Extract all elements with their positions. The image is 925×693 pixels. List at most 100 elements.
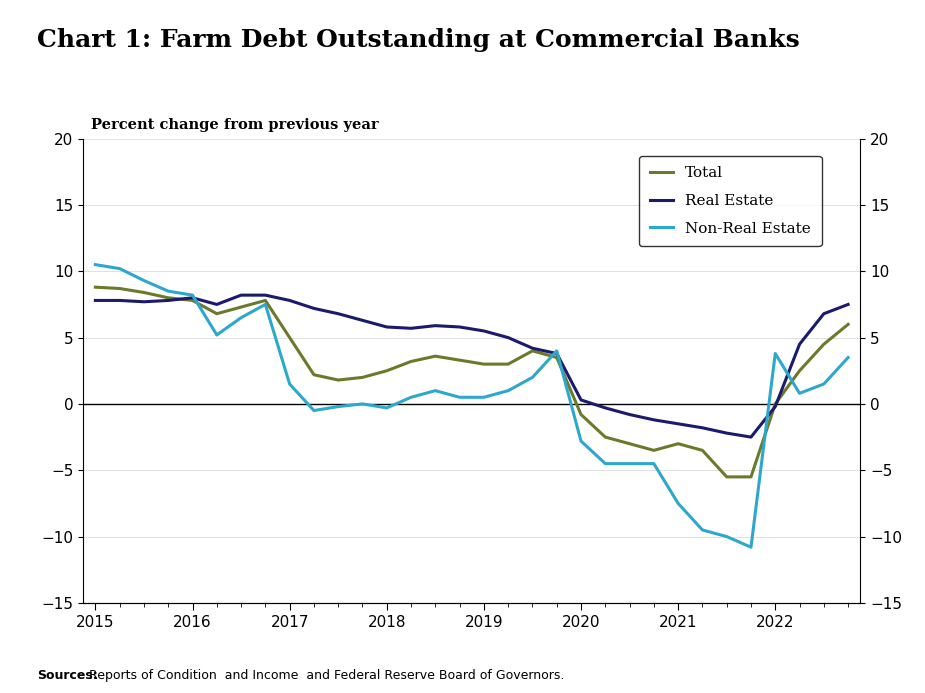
Non-Real Estate [551,346,562,355]
Total [697,446,708,455]
Non-Real Estate [260,300,271,308]
Non-Real Estate [357,400,368,408]
Real Estate [599,404,610,412]
Real Estate [114,297,125,305]
Non-Real Estate [454,393,465,401]
Real Estate [624,410,635,419]
Real Estate [746,433,757,441]
Total [430,352,441,360]
Total [794,367,805,375]
Total [357,374,368,382]
Non-Real Estate [624,459,635,468]
Non-Real Estate [308,406,319,414]
Total [527,346,538,355]
Real Estate [405,324,416,333]
Non-Real Estate [794,389,805,398]
Total [502,360,513,368]
Total [648,446,660,455]
Non-Real Estate [697,526,708,534]
Real Estate [139,297,150,306]
Non-Real Estate [819,380,830,388]
Total [624,439,635,448]
Real Estate [843,300,854,308]
Non-Real Estate [672,499,684,507]
Total [333,376,344,384]
Real Estate [819,310,830,318]
Real Estate [722,429,733,437]
Real Estate [672,420,684,428]
Non-Real Estate [236,313,247,322]
Total [843,320,854,328]
Total [722,473,733,481]
Non-Real Estate [746,543,757,552]
Non-Real Estate [770,349,781,358]
Total [405,358,416,366]
Real Estate [333,310,344,318]
Total [163,294,174,302]
Real Estate [527,344,538,352]
Real Estate [163,297,174,305]
Total [114,284,125,292]
Real Estate [357,316,368,324]
Non-Real Estate [502,387,513,395]
Real Estate [794,340,805,349]
Line: Real Estate: Real Estate [95,295,848,437]
Real Estate [551,349,562,358]
Real Estate [770,403,781,411]
Total [284,333,295,342]
Total [819,340,830,349]
Total [187,297,198,305]
Real Estate [381,323,392,331]
Text: Chart 1: Farm Debt Outstanding at Commercial Banks: Chart 1: Farm Debt Outstanding at Commer… [37,28,800,52]
Real Estate [308,304,319,313]
Non-Real Estate [405,393,416,401]
Non-Real Estate [381,404,392,412]
Non-Real Estate [722,532,733,541]
Total [90,283,101,291]
Real Estate [211,300,222,308]
Total [211,310,222,318]
Non-Real Estate [163,287,174,295]
Non-Real Estate [648,459,660,468]
Text: Sources:: Sources: [37,669,98,682]
Real Estate [187,294,198,302]
Non-Real Estate [284,380,295,388]
Real Estate [260,291,271,299]
Non-Real Estate [211,331,222,339]
Total [551,353,562,362]
Real Estate [478,327,489,335]
Total [770,400,781,408]
Line: Non-Real Estate: Non-Real Estate [95,265,848,547]
Non-Real Estate [90,261,101,269]
Real Estate [430,322,441,330]
Real Estate [648,416,660,424]
Total [308,371,319,379]
Total [139,288,150,297]
Real Estate [236,291,247,299]
Total [260,297,271,305]
Line: Total: Total [95,287,848,477]
Real Estate [284,297,295,305]
Non-Real Estate [114,265,125,273]
Non-Real Estate [599,459,610,468]
Text: Percent change from previous year: Percent change from previous year [91,118,378,132]
Real Estate [454,323,465,331]
Total [454,356,465,365]
Text: Reports of Condition  and Income  and Federal Reserve Board of Governors.: Reports of Condition and Income and Fede… [85,669,564,682]
Real Estate [502,333,513,342]
Real Estate [697,423,708,432]
Non-Real Estate [333,403,344,411]
Real Estate [575,396,586,404]
Total [478,360,489,368]
Total [672,439,684,448]
Total [599,433,610,441]
Non-Real Estate [139,277,150,285]
Legend: Total, Real Estate, Non-Real Estate: Total, Real Estate, Non-Real Estate [639,155,821,247]
Non-Real Estate [527,374,538,382]
Real Estate [90,297,101,305]
Non-Real Estate [187,291,198,299]
Non-Real Estate [575,437,586,445]
Total [575,410,586,419]
Non-Real Estate [430,387,441,395]
Total [236,303,247,311]
